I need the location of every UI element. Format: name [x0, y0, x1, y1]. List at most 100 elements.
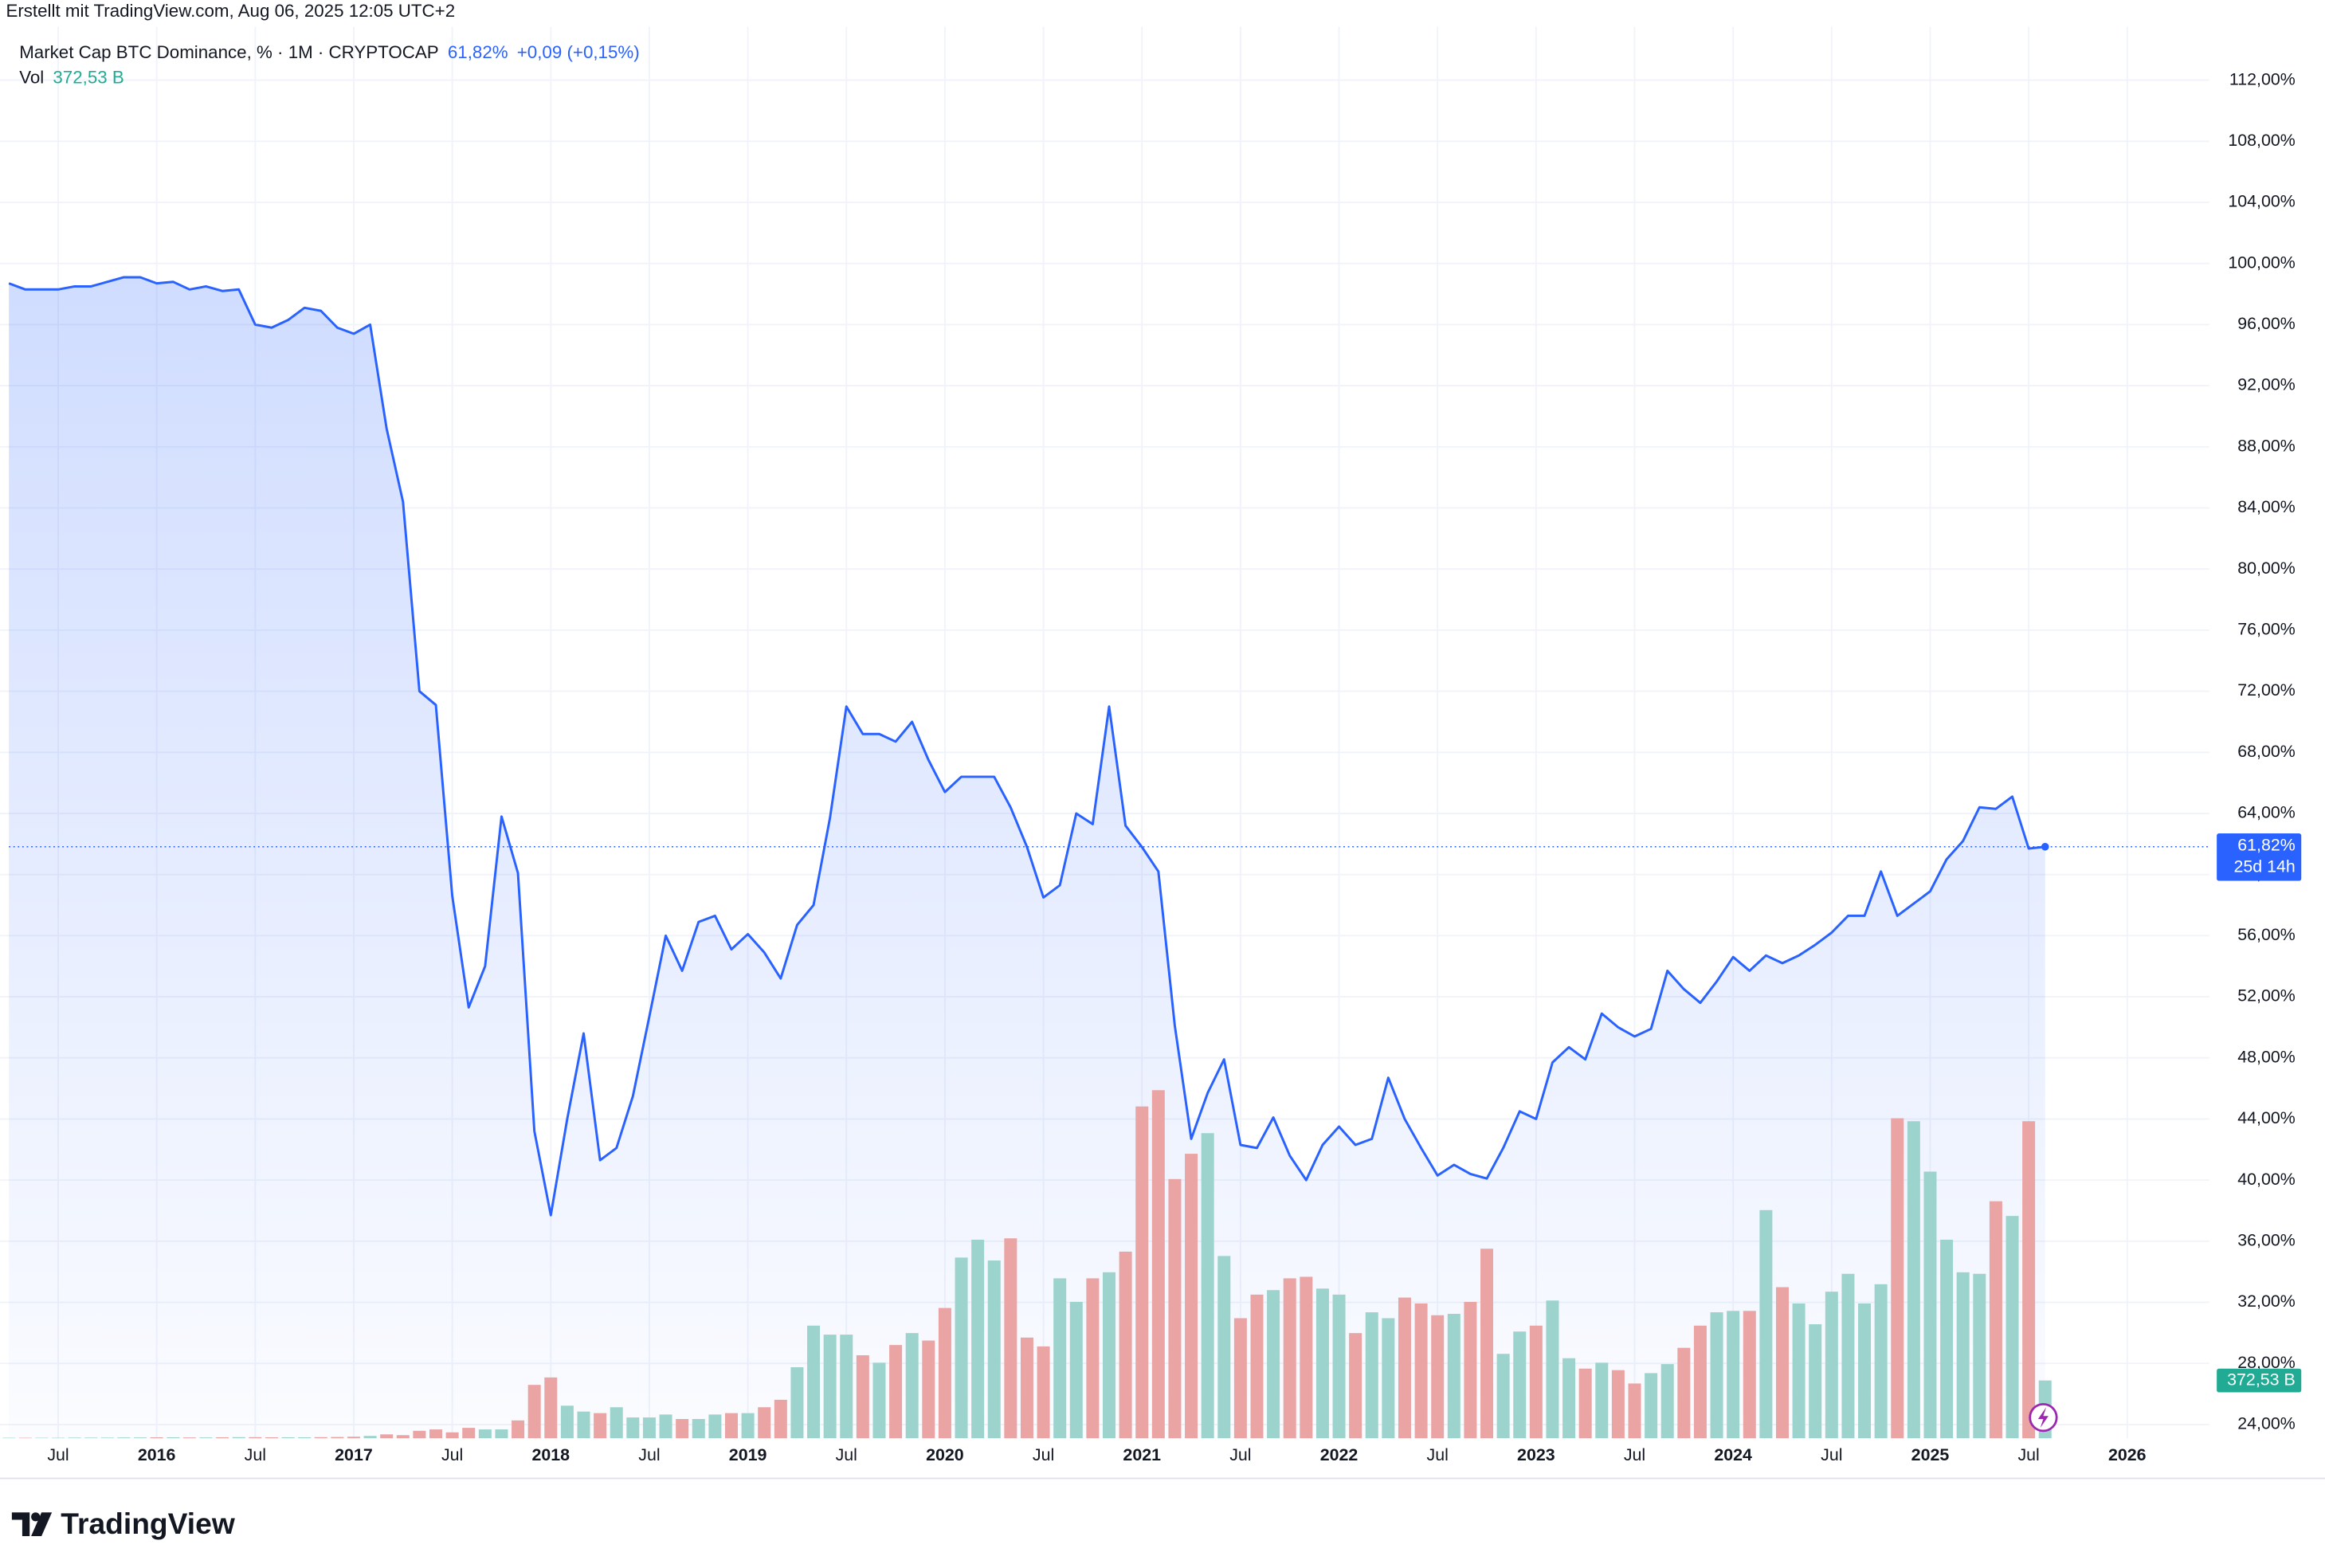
volume-bar — [478, 1429, 492, 1439]
volume-bar — [1759, 1209, 1773, 1439]
x-tick-label: Jul — [1624, 1445, 1645, 1464]
volume-bar — [938, 1307, 951, 1439]
volume-bar — [380, 1434, 394, 1439]
x-tick-label: 2018 — [531, 1445, 570, 1464]
y-tick-label: 76,00% — [2237, 620, 2296, 639]
y-tick-label: 80,00% — [2237, 559, 2296, 578]
legend-change: +0,09 (+0,15%) — [517, 42, 640, 62]
x-tick-label: Jul — [1033, 1445, 1054, 1464]
volume-bar — [1989, 1201, 2002, 1439]
volume-bar — [1053, 1278, 1067, 1439]
volume-bar — [1775, 1287, 1789, 1439]
volume-bar — [1809, 1324, 1822, 1439]
volume-bar — [413, 1430, 426, 1439]
volume-bar — [1086, 1278, 1100, 1439]
volume-bar — [560, 1405, 574, 1439]
x-tick-label: 2021 — [1123, 1445, 1161, 1464]
volume-bar — [1267, 1290, 1280, 1439]
volume-bar — [68, 1437, 81, 1439]
x-tick-label: Jul — [1821, 1445, 1842, 1464]
volume-bar — [790, 1366, 804, 1439]
volume-bar — [971, 1239, 985, 1439]
volume-bar — [1677, 1347, 1691, 1439]
y-tick-label: 104,00% — [2228, 192, 2295, 211]
volume-bar — [1496, 1354, 1510, 1439]
volume-bar — [199, 1437, 213, 1439]
volume-bar — [1315, 1288, 1329, 1439]
y-tick-label: 48,00% — [2237, 1047, 2296, 1066]
y-tick-label: 24,00% — [2237, 1414, 2296, 1433]
volume-bar — [396, 1435, 410, 1439]
x-tick-label: Jul — [836, 1445, 857, 1464]
volume-bar — [889, 1345, 903, 1439]
volume-bar — [1300, 1276, 1313, 1439]
volume-bar — [1792, 1303, 1806, 1439]
y-tick-label: 68,00% — [2237, 742, 2296, 761]
volume-bar — [708, 1414, 722, 1439]
volume-bar — [807, 1325, 821, 1439]
volume-bar — [922, 1340, 935, 1439]
volume-bar — [429, 1429, 443, 1439]
volume-bar — [1151, 1090, 1165, 1439]
volume-bar — [363, 1436, 377, 1439]
x-tick-label: 2023 — [1517, 1445, 1555, 1464]
y-tick-label: 56,00% — [2237, 925, 2296, 944]
volume-bar — [1973, 1273, 1986, 1439]
y-tick-label: 84,00% — [2237, 497, 2296, 516]
volume-bar — [1529, 1325, 1543, 1439]
volume-bar — [1217, 1256, 1231, 1439]
volume-bar — [1891, 1118, 1904, 1439]
y-tick-label: 96,00% — [2237, 314, 2296, 333]
volume-bar — [2, 1437, 16, 1439]
x-tick-label: Jul — [47, 1445, 69, 1464]
price-tag-value: 61,82% — [2237, 835, 2296, 854]
volume-bar — [84, 1437, 98, 1439]
volume-bar — [544, 1377, 558, 1439]
volume-bar — [840, 1335, 853, 1439]
volume-bar — [182, 1437, 196, 1439]
volume-bar — [1858, 1303, 1872, 1439]
volume-bar — [758, 1407, 771, 1439]
legend-volume-value: 372,53 B — [53, 68, 124, 88]
x-tick-label: 2019 — [729, 1445, 767, 1464]
volume-bar — [1595, 1362, 1609, 1439]
volume-bar — [314, 1437, 327, 1439]
volume-bar — [1907, 1121, 1920, 1439]
volume-bar — [150, 1437, 163, 1439]
volume-bar — [642, 1417, 656, 1439]
logo-mark-v — [31, 1512, 53, 1536]
volume-bar — [1332, 1294, 1346, 1439]
logo-mark-dot — [31, 1512, 41, 1522]
volume-bar — [2005, 1216, 2019, 1439]
legend-series-name: Market Cap BTC Dominance, % · 1M · CRYPT… — [19, 42, 439, 62]
volume-bar — [1660, 1364, 1674, 1439]
label-layer: 24,00%28,00%32,00%36,00%40,00%44,00%48,0… — [47, 69, 2302, 1464]
volume-bar — [1710, 1312, 1723, 1439]
volume-bar — [724, 1413, 738, 1439]
volume-bar — [626, 1417, 640, 1439]
volume-bar — [1250, 1294, 1264, 1439]
volume-bar — [955, 1257, 968, 1439]
volume-bar — [167, 1437, 180, 1439]
volume-bar — [1414, 1303, 1428, 1439]
x-tick-label: Jul — [1427, 1445, 1449, 1464]
volume-bar — [232, 1437, 245, 1439]
volume-bar — [445, 1432, 459, 1439]
volume-bar — [1562, 1358, 1576, 1439]
volume-bar — [1168, 1178, 1182, 1439]
x-tick-label: 2025 — [1911, 1445, 1950, 1464]
x-tick-label: 2022 — [1320, 1445, 1359, 1464]
volume-bar — [1923, 1171, 1937, 1439]
volume-bar — [51, 1437, 65, 1439]
volume-bar — [1382, 1318, 1395, 1439]
y-tick-label: 64,00% — [2237, 803, 2296, 822]
legend-volume-name: Vol — [19, 68, 44, 88]
volume-bar — [495, 1429, 508, 1439]
x-tick-label: Jul — [441, 1445, 463, 1464]
plot-layer — [2, 276, 2209, 1439]
legend-last-value: 61,82% — [448, 42, 508, 62]
volume-bar — [1956, 1272, 1970, 1439]
volume-bar — [1037, 1346, 1050, 1439]
